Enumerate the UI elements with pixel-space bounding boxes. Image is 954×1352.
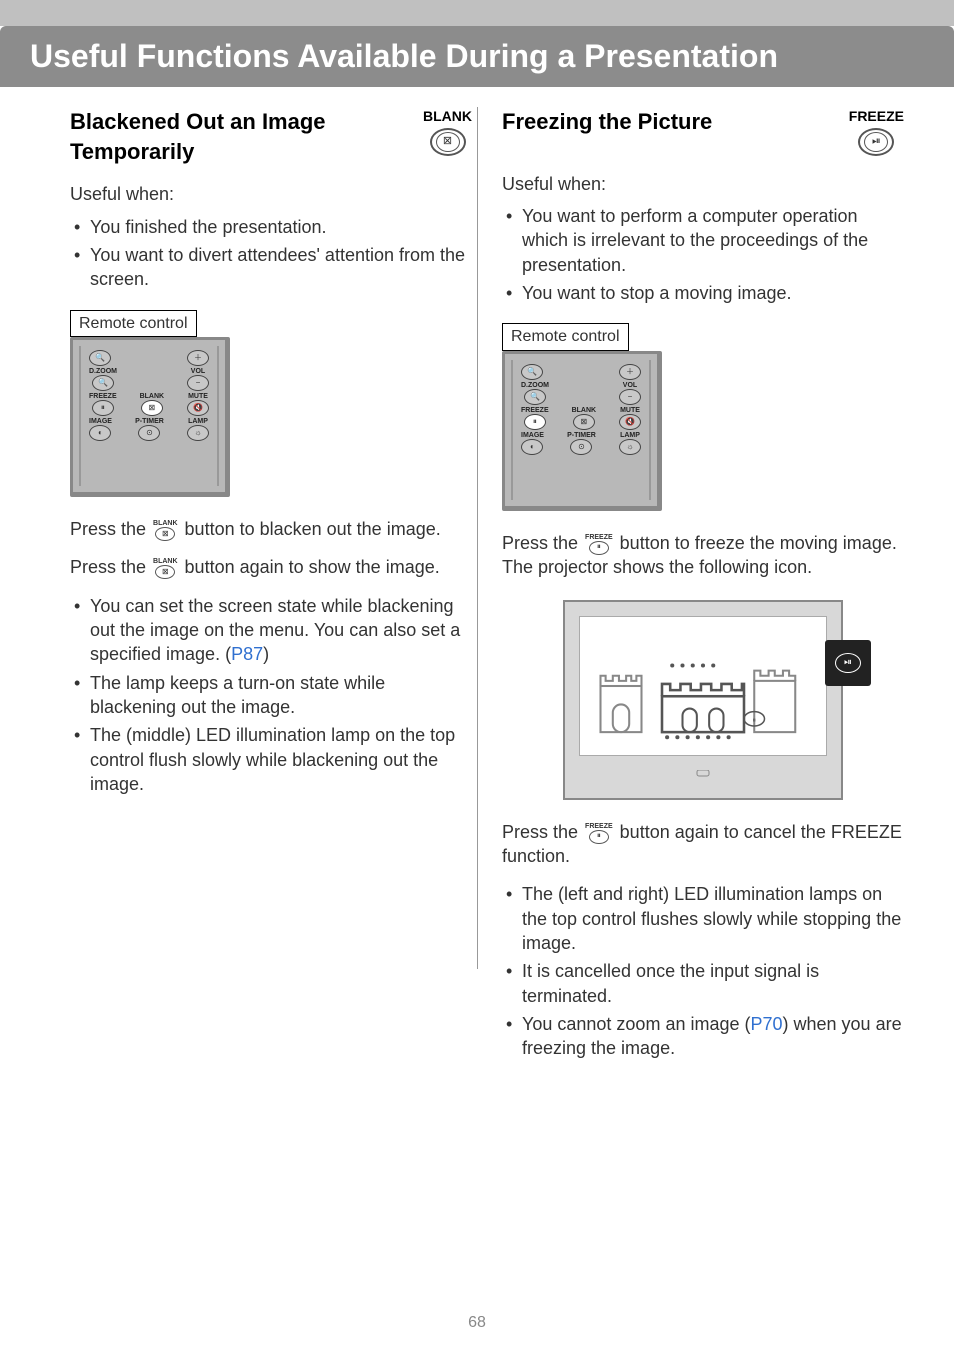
page-title: Useful Functions Available During a Pres… [0, 26, 954, 87]
svg-text:⏸: ⏸ [752, 715, 756, 723]
remote-control-label: Remote control [70, 310, 197, 338]
list-item: You cannot zoom an image (P70) when you … [502, 1012, 904, 1061]
freeze-inline-icon: FREEZE⏸ [585, 823, 613, 844]
left-press-2: Press the BLANK⊠ button again to show th… [70, 555, 472, 579]
page-number: 68 [0, 1314, 954, 1332]
list-item: You want to divert attendees' attention … [70, 243, 472, 292]
freeze-badge-icon: ⏯ [825, 640, 871, 686]
blank-label: BLANK [423, 107, 472, 126]
left-column: Blackened Out an Image Temporarily BLANK… [70, 107, 472, 1079]
content-area: Blackened Out an Image Temporarily BLANK… [0, 87, 954, 1119]
blank-icon: ⊠ [430, 128, 466, 156]
list-item: You want to perform a computer operation… [502, 204, 904, 277]
left-bullets-bottom: You can set the screen state while black… [70, 594, 472, 796]
left-heading: Blackened Out an Image Temporarily [70, 107, 413, 166]
freeze-icon: ⏯ [858, 128, 894, 156]
freeze-screen-diagram: ⏸ ⏯ [563, 600, 843, 800]
remote-diagram-right: 🔍 ＋ D.ZOOM🔍 VOL− FREEZE⏸ BLANK⊠ MUTE🔇 IM… [502, 351, 662, 511]
right-press-1: Press the FREEZE⏸ button to freeze the m… [502, 531, 904, 580]
left-useful-when: Useful when: [70, 182, 472, 206]
list-item: You want to stop a moving image. [502, 281, 904, 305]
remote-diagram-left: 🔍 ＋ D.ZOOM🔍 VOL− FREEZE⏸ BLANK⊠ MUTE🔇 IM… [70, 337, 230, 497]
column-divider [477, 107, 478, 969]
link-p70[interactable]: P70 [750, 1014, 782, 1034]
right-bullets-top: You want to perform a computer operation… [502, 204, 904, 305]
top-margin [0, 0, 954, 26]
castle-illustration: ⏸ [580, 617, 826, 755]
right-heading: Freezing the Picture [502, 107, 839, 137]
blank-inline-icon: BLANK⊠ [153, 558, 178, 579]
freeze-inline-icon: FREEZE⏸ [585, 534, 613, 555]
list-item: You can set the screen state while black… [70, 594, 472, 667]
right-section-head: Freezing the Picture FREEZE ⏯ [502, 107, 904, 156]
right-press-2: Press the FREEZE⏸ button again to cancel… [502, 820, 904, 869]
remote-control-label: Remote control [502, 323, 629, 351]
page: Useful Functions Available During a Pres… [0, 0, 954, 1352]
freeze-button-illustration: FREEZE ⏯ [849, 107, 904, 156]
list-item: The lamp keeps a turn-on state while bla… [70, 671, 472, 720]
link-p87[interactable]: P87 [231, 644, 263, 664]
right-useful-when: Useful when: [502, 172, 904, 196]
blank-button-illustration: BLANK ⊠ [423, 107, 472, 156]
right-bullets-bottom: The (left and right) LED illumination la… [502, 882, 904, 1060]
list-item: You finished the presentation. [70, 215, 472, 239]
list-item: The (middle) LED illumination lamp on th… [70, 723, 472, 796]
list-item: It is cancelled once the input signal is… [502, 959, 904, 1008]
left-press-1: Press the BLANK⊠ button to blacken out t… [70, 517, 472, 541]
right-column: Freezing the Picture FREEZE ⏯ Useful whe… [502, 107, 904, 1079]
blank-inline-icon: BLANK⊠ [153, 520, 178, 541]
left-bullets-top: You finished the presentation. You want … [70, 215, 472, 292]
list-item: The (left and right) LED illumination la… [502, 882, 904, 955]
freeze-label: FREEZE [849, 107, 904, 126]
left-section-head: Blackened Out an Image Temporarily BLANK… [70, 107, 472, 166]
